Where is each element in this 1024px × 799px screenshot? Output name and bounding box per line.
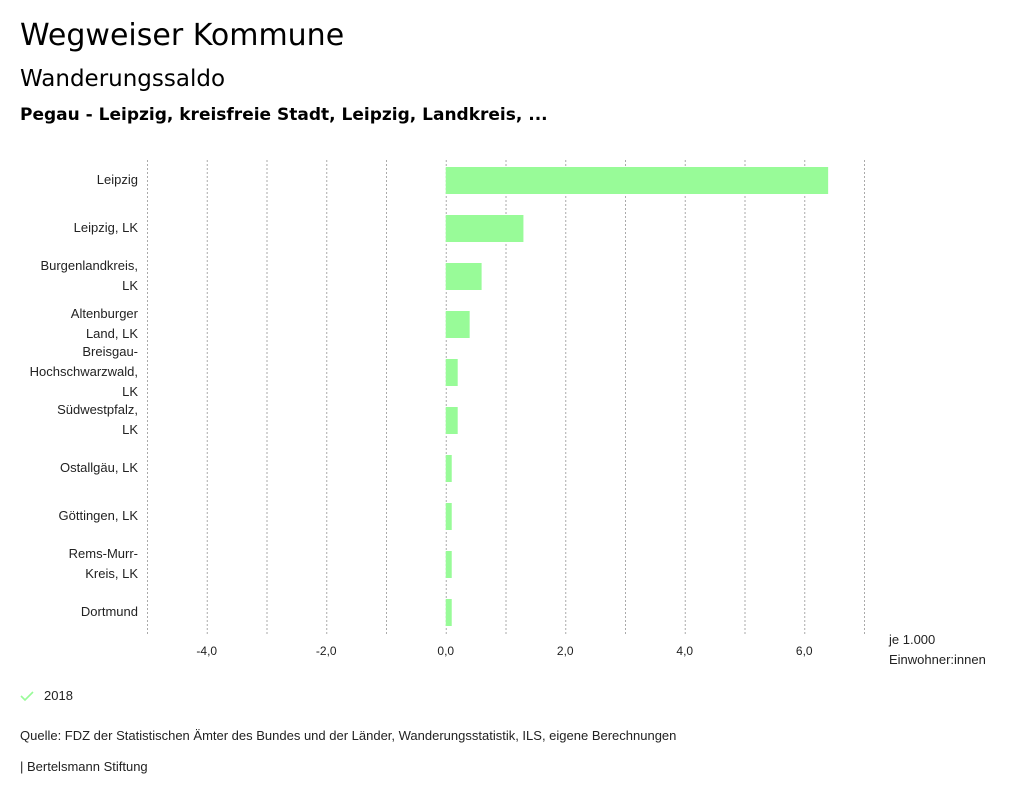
category-label: LK xyxy=(122,278,138,293)
bar xyxy=(445,359,458,386)
category-label: Ostallgäu, LK xyxy=(60,460,138,475)
bar xyxy=(445,215,524,242)
category-label: Altenburger xyxy=(71,306,139,321)
indicator-title: Wanderungssaldo xyxy=(20,66,226,92)
source-note: Quelle: FDZ der Statistischen Ämter des … xyxy=(20,728,677,743)
bar-chart: -4,0 -2,0 0,0 2,0 4,0 6,0 Leipzig Leipzig, LK Bu… xyxy=(30,160,865,658)
category-label: Göttingen, LK xyxy=(59,508,139,523)
category-label: Dortmund xyxy=(81,604,138,619)
category-label: Leipzig xyxy=(97,172,138,187)
x-tick-label: 0,0 xyxy=(437,644,454,658)
category-label: Rems-Murr- xyxy=(69,546,138,561)
category-label: Leipzig, LK xyxy=(74,220,139,235)
x-tick-label: 4,0 xyxy=(676,644,693,658)
x-axis-label-line: je 1.000 xyxy=(889,632,936,647)
bar xyxy=(445,167,829,194)
category-label: Burgenlandkreis, xyxy=(40,258,138,273)
check-icon xyxy=(20,690,34,701)
x-tick-label: -2,0 xyxy=(316,644,337,658)
legend-label: 2018 xyxy=(44,688,73,703)
bar xyxy=(445,599,452,626)
bar xyxy=(445,503,452,530)
legend-item-2018[interactable]: 2018 xyxy=(20,688,73,703)
x-axis-label-line: Einwohner:innen xyxy=(889,652,986,667)
category-label: Kreis, LK xyxy=(85,566,138,581)
bar xyxy=(445,407,458,434)
selection-title: Pegau - Leipzig, kreisfreie Stadt, Leipz… xyxy=(20,105,548,125)
bar xyxy=(445,311,470,338)
x-tick-label: 6,0 xyxy=(796,644,813,658)
category-label: Breisgau- xyxy=(82,344,138,359)
brand-note: | Bertelsmann Stiftung xyxy=(20,759,148,774)
bar xyxy=(445,263,482,290)
category-label: LK xyxy=(122,384,138,399)
category-label: Südwestpfalz, xyxy=(57,402,138,417)
x-tick-label: -4,0 xyxy=(196,644,217,658)
app-title: Wegweiser Kommune xyxy=(20,18,345,53)
bar xyxy=(445,551,452,578)
category-label: Hochschwarzwald, xyxy=(30,364,138,379)
bar xyxy=(445,455,452,482)
x-tick-label: 2,0 xyxy=(557,644,574,658)
category-label: LK xyxy=(122,422,138,437)
x-axis-label: je 1.000 Einwohner:innen xyxy=(889,630,986,670)
category-label: Land, LK xyxy=(86,326,138,341)
